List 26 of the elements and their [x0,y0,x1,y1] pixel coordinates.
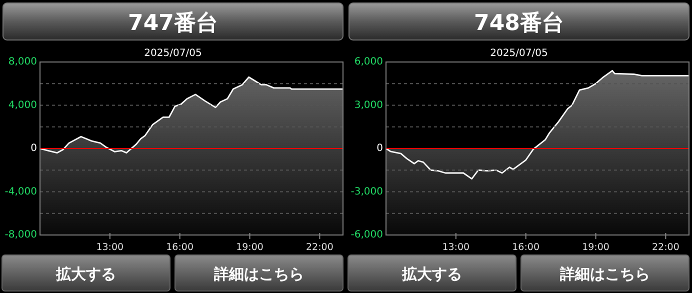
text: 拡大する [401,265,462,283]
text: 詳細はこちら [213,265,304,283]
x-tick-label: 13:00 [442,242,470,253]
y-tick-label: -8,000 [4,230,37,240]
chart-title: 747番台 [128,11,218,36]
y-tick-label: -6,000 [350,230,383,240]
text: 拡大する [55,265,116,283]
y-tick-label: -3,000 [350,186,383,198]
x-tick-label: 16:00 [512,242,540,253]
x-tick-label: 16:00 [166,242,194,253]
chart-title: 748番台 [474,11,564,36]
chart-subtitle: 2025/07/05 [490,48,548,59]
chart-subtitle: 2025/07/05 [144,48,202,59]
text: 詳細はこちら [559,265,650,283]
y-tick-label: 6,000 [354,56,383,68]
x-tick-label: 13:00 [96,242,124,253]
y-tick-label: 0 [376,143,383,154]
x-tick-label: 19:00 [236,242,264,253]
y-tick-label: -4,000 [4,186,37,198]
x-tick-label: 22:00 [652,242,680,253]
y-tick-label: 3,000 [354,100,383,111]
x-tick-label: 22:00 [306,242,334,253]
x-tick-label: 19:00 [582,242,610,253]
y-tick-label: 8,000 [8,56,37,68]
y-tick-label: 4,000 [8,100,37,111]
y-tick-label: 0 [30,143,37,154]
